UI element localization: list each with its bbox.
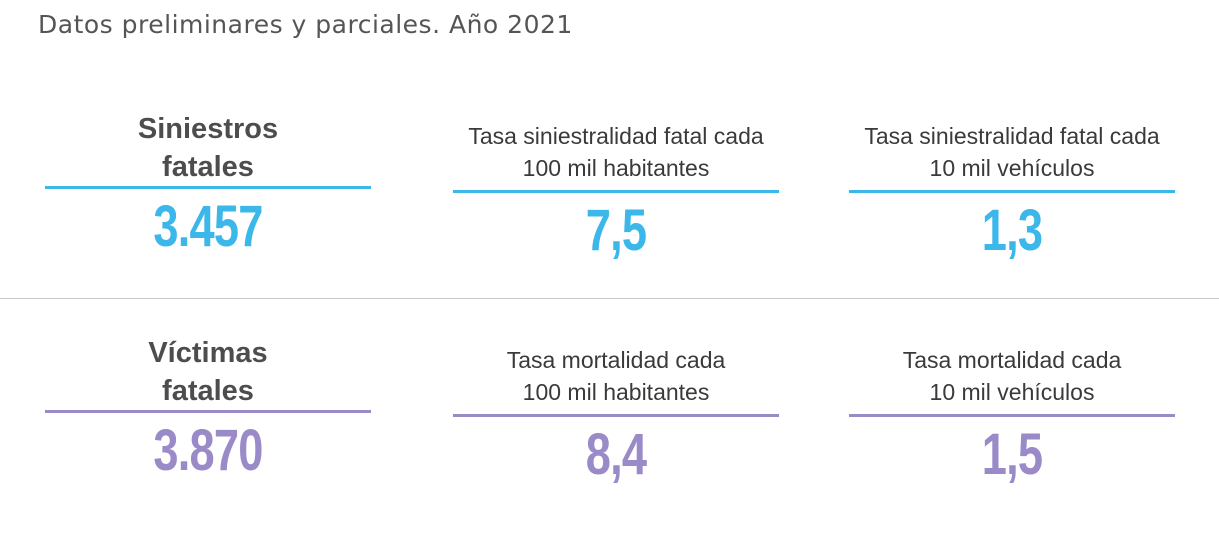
stat-label: Tasa mortalidad cada 100 mil habitantes xyxy=(453,338,779,414)
stat-value: 7,5 xyxy=(585,198,647,263)
stat-siniestros-fatales: Siniestros fatales 3.457 xyxy=(45,110,371,257)
stat-tasa-mortalidad-habitantes: Tasa mortalidad cada 100 mil habitantes … xyxy=(453,334,779,485)
stat-label: Tasa siniestralidad fatal cada 100 mil h… xyxy=(453,114,779,190)
stat-underline xyxy=(45,410,371,413)
stat-victimas-fatales: Víctimas fatales 3.870 xyxy=(45,334,371,481)
stat-label-line: fatales xyxy=(162,151,254,183)
stat-tasa-siniestralidad-habitantes: Tasa siniestralidad fatal cada 100 mil h… xyxy=(453,110,779,261)
stat-label-line: Tasa mortalidad cada xyxy=(506,347,726,373)
stat-underline xyxy=(45,186,371,189)
stat-underline xyxy=(453,190,779,193)
stats-row-victimas: Víctimas fatales 3.870 Tasa mortalidad c… xyxy=(0,334,1219,534)
stat-label-line: 10 mil vehículos xyxy=(929,155,1095,181)
stat-label: Siniestros fatales xyxy=(45,110,371,186)
stat-label-line: Tasa siniestralidad fatal cada xyxy=(864,123,1160,149)
stat-label-line: Siniestros xyxy=(137,113,279,145)
stat-label-line: 100 mil habitantes xyxy=(522,379,710,405)
stat-underline xyxy=(849,190,1175,193)
stat-value: 8,4 xyxy=(585,422,647,487)
stat-label-line: Víctimas xyxy=(148,337,268,369)
stat-value: 3.457 xyxy=(153,194,263,259)
stat-tasa-mortalidad-vehiculos: Tasa mortalidad cada 10 mil vehículos 1,… xyxy=(849,334,1175,485)
stat-underline xyxy=(453,414,779,417)
stat-underline xyxy=(849,414,1175,417)
stat-tasa-siniestralidad-vehiculos: Tasa siniestralidad fatal cada 10 mil ve… xyxy=(849,110,1175,261)
stat-value: 1,3 xyxy=(981,198,1043,263)
stat-label-line: fatales xyxy=(162,375,254,407)
stat-label-line: Tasa siniestralidad fatal cada xyxy=(468,123,764,149)
stat-value: 3.870 xyxy=(153,418,263,483)
stat-label-line: Tasa mortalidad cada xyxy=(902,347,1122,373)
stat-value: 1,5 xyxy=(981,422,1043,487)
stat-label-line: 10 mil vehículos xyxy=(929,379,1095,405)
subtitle: Datos preliminares y parciales. Año 2021 xyxy=(38,10,573,39)
stat-label: Víctimas fatales xyxy=(45,334,371,410)
stats-row-siniestros: Siniestros fatales 3.457 Tasa siniestral… xyxy=(0,110,1219,310)
stat-label-line: 100 mil habitantes xyxy=(522,155,710,181)
section-divider xyxy=(0,298,1219,299)
stat-label: Tasa siniestralidad fatal cada 10 mil ve… xyxy=(849,114,1175,190)
stat-label: Tasa mortalidad cada 10 mil vehículos xyxy=(849,338,1175,414)
